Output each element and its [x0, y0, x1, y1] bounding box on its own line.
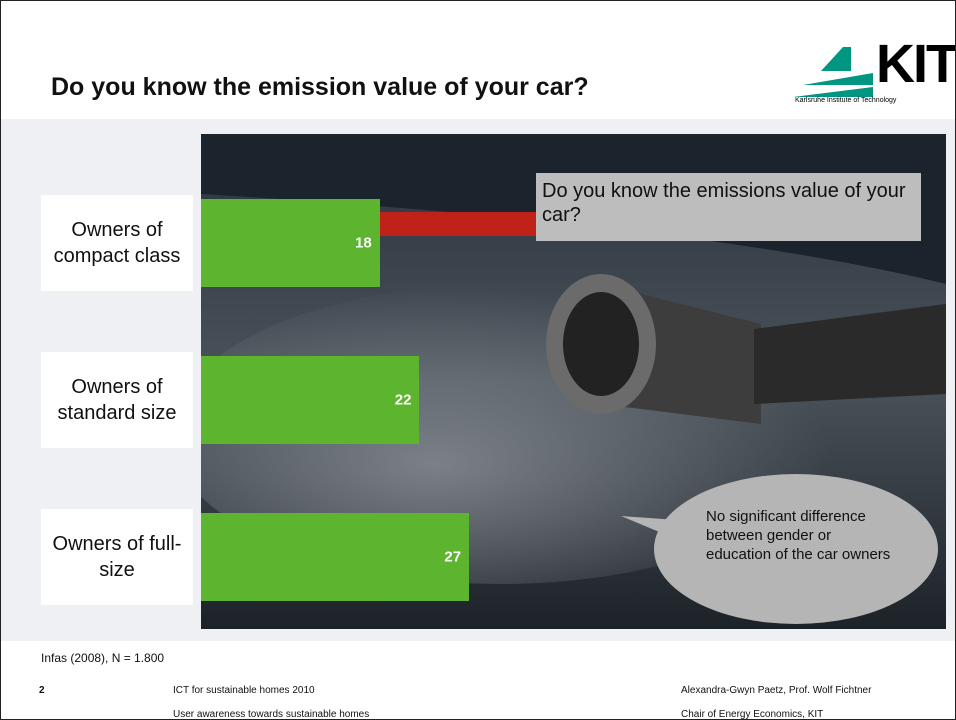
speech-bubble	[621, 474, 938, 624]
value-label: 18	[355, 234, 372, 252]
footer-left: ICT for sustainable homes 2010	[173, 685, 315, 696]
logo-graphic	[793, 47, 873, 97]
bar: 22	[201, 356, 420, 444]
logo-subtitle: Karlsruhe Institute of Technology	[795, 97, 897, 104]
category-label: Owners of compact class	[41, 195, 193, 291]
footer-right: Chair of Energy Economics, KIT	[681, 709, 824, 720]
value-label: 22	[394, 391, 412, 409]
bar: 27	[201, 513, 470, 601]
footer-right: Alexandra-Gwyn Paetz, Prof. Wolf Fichtne…	[681, 685, 872, 696]
source: Infas (2008), N = 1.800	[41, 651, 165, 665]
bar: 18	[201, 199, 380, 287]
category-label: Owners of full-size	[41, 509, 193, 605]
logo-mark: KIT	[876, 34, 956, 94]
slide-title: Do you know the emission value of your c…	[51, 73, 589, 101]
bubble-note: No significant difference between gender…	[706, 508, 891, 563]
value-label: 27	[444, 548, 462, 566]
category-label: Owners of standard size	[41, 352, 193, 448]
page-number: 2	[39, 685, 45, 696]
callout: Do you know the emissions value of your …	[536, 173, 921, 241]
footer-left: User awareness towards sustainable homes	[173, 709, 370, 720]
